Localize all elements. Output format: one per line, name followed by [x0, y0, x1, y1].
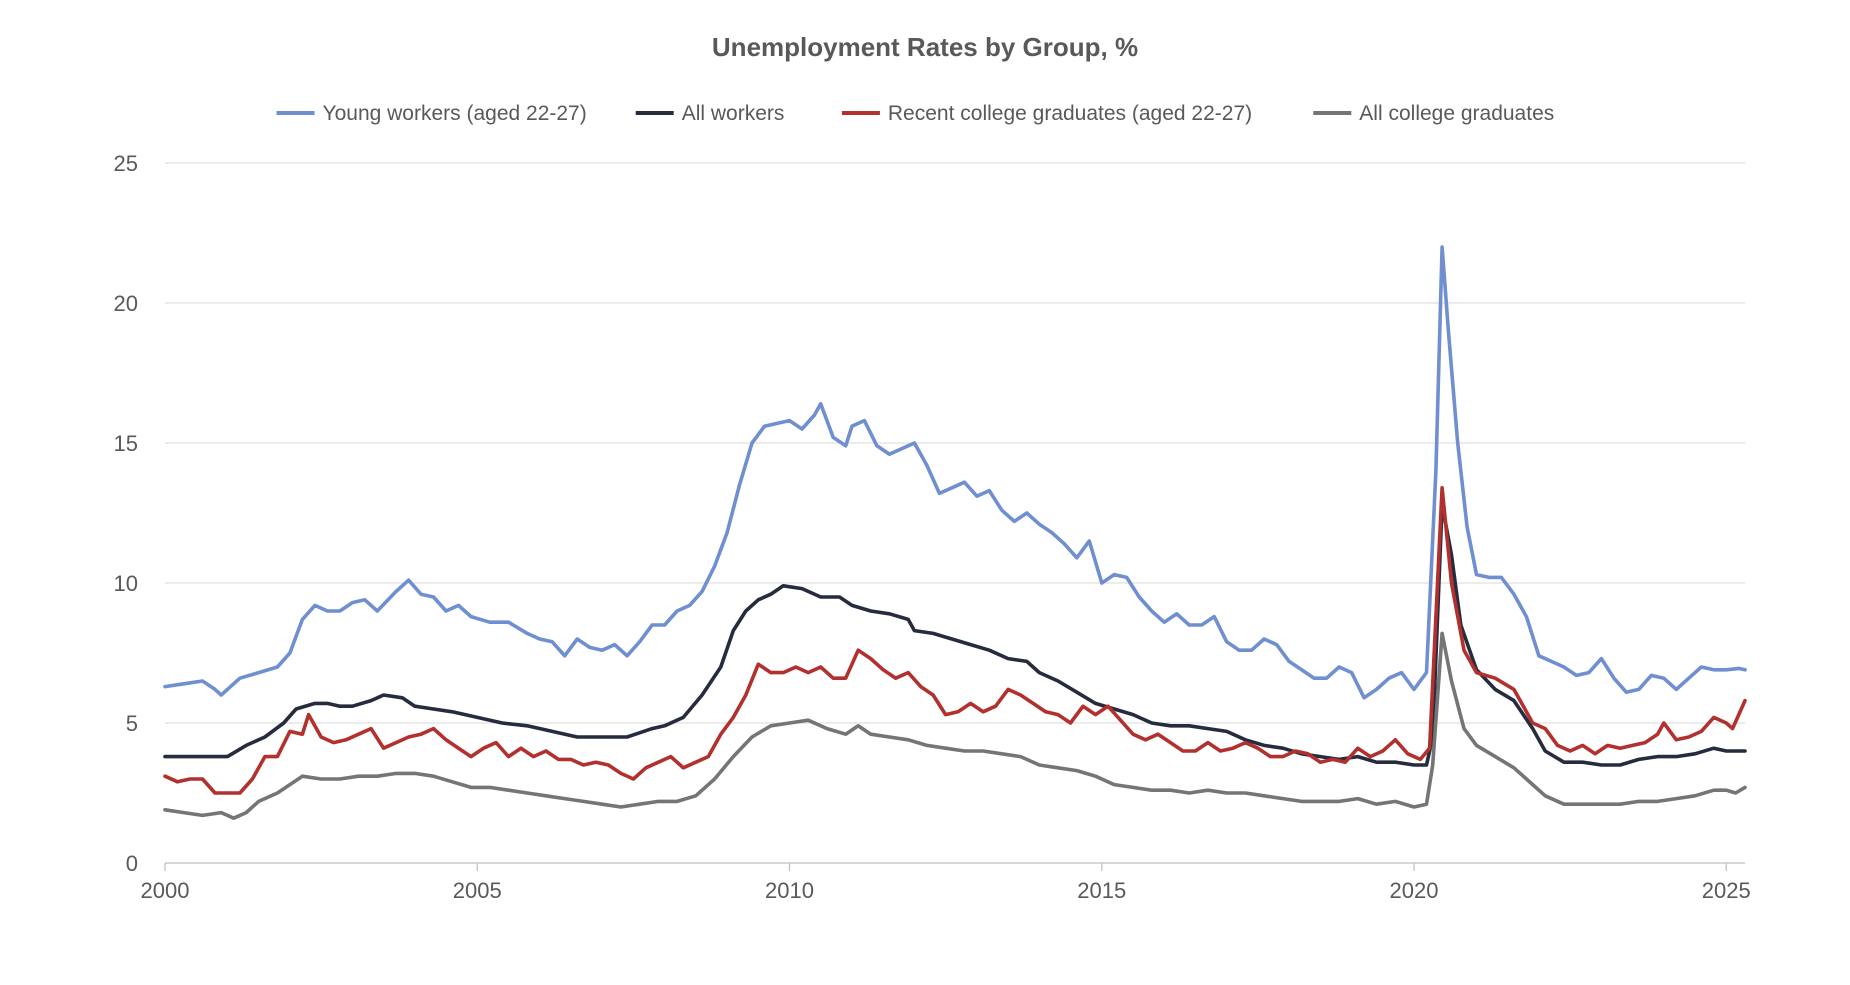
series-line-4 — [163, 631, 1747, 820]
series-line-3 — [163, 486, 1747, 795]
gridlines — [165, 162, 1745, 724]
legend-label: All college graduates — [1359, 102, 1554, 125]
y-tick-label: 20 — [114, 291, 138, 316]
legend: Young workers (aged 22-27) All workers Rec… — [276, 102, 1554, 125]
legend-label: All workers — [682, 102, 785, 125]
y-tick-label: 0 — [126, 851, 138, 876]
series-line-2 — [163, 502, 1747, 767]
y-tick-label: 25 — [114, 151, 138, 176]
y-tick-label: 15 — [114, 431, 138, 456]
x-tick-label: 2000 — [141, 878, 190, 903]
legend-label: Recent college graduates (aged 22-27) — [888, 102, 1252, 125]
x-tick-label: 2015 — [1077, 878, 1126, 903]
x-tick-label: 2020 — [1390, 878, 1439, 903]
x-tick-label: 2025 — [1702, 878, 1751, 903]
chart-title: Unemployment Rates by Group, % — [712, 32, 1138, 62]
x-tick-label: 2005 — [453, 878, 502, 903]
y-tick-label: 10 — [114, 571, 138, 596]
x-tick-label: 2010 — [765, 878, 814, 903]
legend-label: Young workers (aged 22-27) — [323, 102, 587, 125]
series-line-1 — [163, 245, 1747, 700]
series-lines — [163, 245, 1747, 820]
y-tick-label: 5 — [126, 711, 138, 736]
